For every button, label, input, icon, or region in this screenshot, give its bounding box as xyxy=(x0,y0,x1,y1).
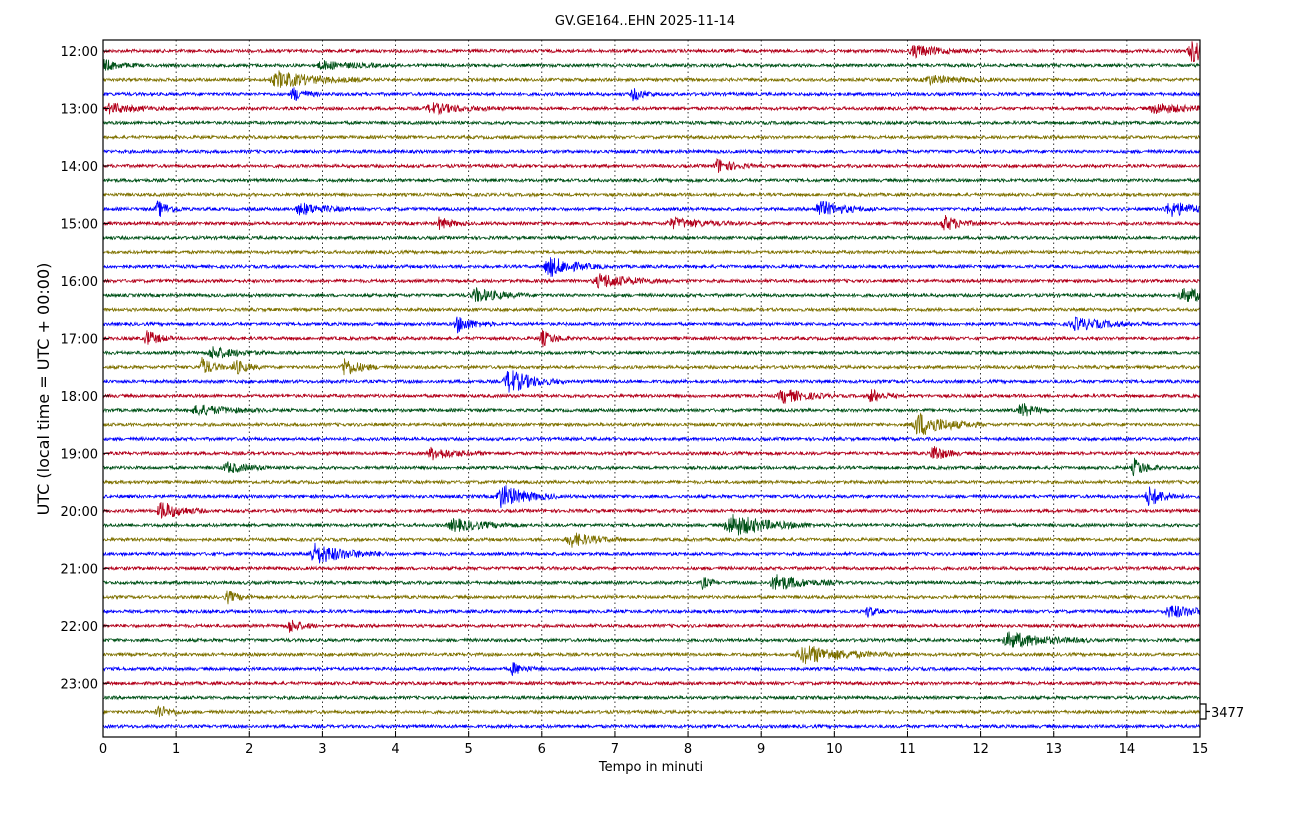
trace-line xyxy=(102,257,1201,277)
x-tick-label: 14 xyxy=(1119,742,1136,757)
trace-line xyxy=(102,234,1201,241)
trace-line xyxy=(102,590,1201,605)
trace-line xyxy=(102,514,1201,536)
trace-line xyxy=(102,435,1201,443)
y-tick-label: 14:00 xyxy=(61,160,98,175)
x-tick-label: 8 xyxy=(684,742,692,757)
trace-line xyxy=(102,134,1201,141)
trace-line xyxy=(102,370,1201,393)
x-tick-label: 10 xyxy=(826,742,843,757)
trace-line xyxy=(102,723,1201,730)
y-tick-label: 22:00 xyxy=(61,620,98,635)
x-tick-label: 7 xyxy=(611,742,619,757)
trace-line xyxy=(102,177,1201,184)
trace-line xyxy=(102,148,1201,155)
scale-bar: 3477 xyxy=(1200,703,1244,721)
y-tick-label: 23:00 xyxy=(61,677,98,692)
trace-line xyxy=(102,574,1201,590)
x-tick-label: 9 xyxy=(757,742,765,757)
y-tick-label: 19:00 xyxy=(61,447,98,462)
x-tick-label: 2 xyxy=(245,742,253,757)
y-tick-label: 18:00 xyxy=(61,390,98,405)
trace-line xyxy=(102,565,1201,572)
trace-line xyxy=(102,502,1201,519)
y-axis: 12:00 13:00 14:00 15:00 16:00 17:00 18:00 19:00… xyxy=(61,45,109,692)
trace-line xyxy=(102,119,1201,126)
gridlines xyxy=(175,40,1128,737)
trace-line xyxy=(102,157,1201,173)
x-tick-label: 1 xyxy=(172,742,180,757)
chart-title: GV.GE164..EHN 2025-11-14 xyxy=(555,14,735,29)
trace-line xyxy=(102,680,1201,687)
trace-line xyxy=(102,542,1201,564)
trace-line xyxy=(102,532,1201,548)
trace-line xyxy=(102,412,1201,435)
y-tick-label: 15:00 xyxy=(61,217,98,232)
trace-line xyxy=(102,87,1201,102)
trace-line xyxy=(102,102,1200,116)
x-axis-label: Tempo in minuti xyxy=(598,760,703,775)
x-tick-label: 5 xyxy=(465,742,473,757)
x-tick-label: 4 xyxy=(391,742,399,757)
trace-line xyxy=(102,605,1201,619)
trace-line xyxy=(102,316,1201,334)
trace-line xyxy=(102,457,1201,477)
y-tick-label: 20:00 xyxy=(61,505,98,520)
trace-line xyxy=(102,485,1201,509)
trace-line xyxy=(102,388,1201,405)
y-tick-label: 13:00 xyxy=(61,102,98,117)
trace-line xyxy=(102,249,1201,256)
x-tick-label: 11 xyxy=(899,742,916,757)
x-axis: 0 1 2 3 4 5 6 7 8 9 10 11 12 13 14 15 xyxy=(99,731,1208,757)
trace-line xyxy=(102,705,1201,718)
trace-line xyxy=(102,41,1201,63)
y-axis-label: UTC (local time = UTC + 00:00) xyxy=(34,263,53,516)
trace-line xyxy=(102,214,1201,231)
trace-line xyxy=(102,694,1201,701)
trace-line xyxy=(102,273,1201,289)
y-tick-label: 12:00 xyxy=(61,45,98,60)
trace-line xyxy=(102,70,1201,88)
x-tick-label: 12 xyxy=(972,742,989,757)
trace-line xyxy=(102,58,1201,72)
trace-line xyxy=(102,346,1201,359)
scale-label: 3477 xyxy=(1211,706,1244,721)
trace-line xyxy=(102,287,1201,303)
y-tick-label: 17:00 xyxy=(61,332,98,347)
trace-line xyxy=(102,619,1201,633)
trace-line xyxy=(102,645,1201,665)
x-tick-label: 0 xyxy=(99,742,107,757)
trace-line xyxy=(103,191,1201,198)
x-tick-label: 6 xyxy=(538,742,546,757)
trace-line xyxy=(102,403,1201,417)
trace-line xyxy=(102,356,1201,376)
trace-line xyxy=(102,446,1201,461)
plot-frame xyxy=(102,39,1201,738)
trace-line xyxy=(102,631,1201,648)
x-tick-label: 3 xyxy=(318,742,326,757)
trace-line xyxy=(102,478,1201,486)
trace-line xyxy=(102,329,1201,348)
x-tick-label: 13 xyxy=(1045,742,1062,757)
trace-line xyxy=(103,200,1201,217)
trace-line xyxy=(102,662,1201,676)
traces xyxy=(102,41,1201,730)
trace-line xyxy=(102,306,1201,313)
y-tick-label: 16:00 xyxy=(61,275,98,290)
x-tick-label: 15 xyxy=(1192,742,1209,757)
y-tick-label: 21:00 xyxy=(61,562,98,577)
